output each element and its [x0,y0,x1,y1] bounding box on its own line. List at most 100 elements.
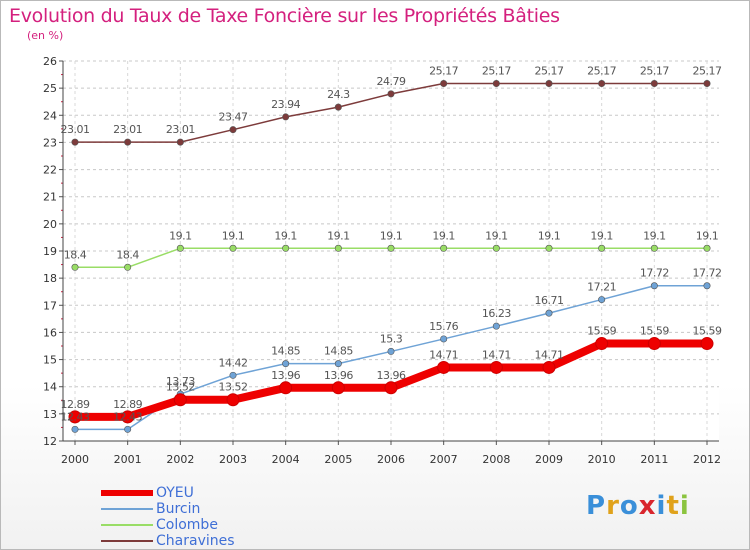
data-point-burcin [650,282,658,290]
data-label-burcin: 13.73 [166,375,195,388]
data-point-charavines [71,138,79,146]
data-label-charavines: 25.17 [693,65,722,78]
data-label-charavines: 23.01 [61,123,90,136]
data-label-burcin: 12.43 [113,410,142,423]
data-point-charavines [387,90,395,98]
chart-subtitle: (en %) [27,29,64,42]
y-tick-label: 19 [43,245,57,258]
data-label-burcin: 14.85 [271,345,300,358]
data-label-burcin: 17.21 [587,281,616,294]
data-point-colombe [387,244,395,252]
chart-title: Evolution du Taux de Taxe Foncière sur l… [9,5,560,27]
x-tick-label: 2002 [166,453,194,466]
data-label-colombe: 19.1 [274,229,297,242]
data-label-charavines: 24.3 [327,88,350,101]
data-point-colombe [598,244,606,252]
data-label-oyeu: 15.59 [640,325,669,338]
data-label-burcin: 15.3 [380,332,403,345]
data-label-burcin: 17.72 [640,267,669,280]
y-tick-label: 12 [43,435,57,448]
x-tick-label: 2008 [482,453,510,466]
data-label-oyeu: 12.89 [61,398,90,411]
data-point-colombe [440,244,448,252]
data-label-colombe: 19.1 [696,229,719,242]
data-label-charavines: 24.79 [377,75,406,88]
data-point-charavines [650,80,658,88]
data-point-colombe [282,244,290,252]
data-label-oyeu: 13.96 [377,369,406,382]
x-tick-label: 2012 [693,453,721,466]
logo-letter: i [656,491,667,521]
data-point-colombe [545,244,553,252]
data-label-charavines: 23.01 [166,123,195,136]
logo-letter: t [666,491,680,521]
y-tick-label: 24 [43,109,57,122]
data-point-oyeu [279,381,293,395]
data-label-colombe: 19.1 [432,229,455,242]
data-point-oyeu [226,393,240,407]
data-point-charavines [176,138,184,146]
data-point-burcin [598,296,606,304]
data-point-burcin [71,425,79,433]
data-point-charavines [440,80,448,88]
data-point-charavines [229,126,237,134]
legend-swatch-colombe [101,524,153,526]
x-tick-label: 2006 [377,453,405,466]
data-point-oyeu [68,410,82,424]
data-label-oyeu: 13.96 [324,369,353,382]
data-label-charavines: 25.17 [640,65,669,78]
data-label-charavines: 25.17 [587,65,616,78]
data-point-charavines [124,138,132,146]
data-point-burcin [440,335,448,343]
data-label-colombe: 19.1 [485,229,508,242]
data-label-colombe: 19.1 [643,229,666,242]
data-label-colombe: 19.1 [327,229,350,242]
data-point-oyeu [331,381,345,395]
data-label-charavines: 23.01 [113,123,142,136]
data-point-burcin [492,322,500,330]
data-point-oyeu [542,360,556,374]
data-point-burcin [545,309,553,317]
data-point-colombe [229,244,237,252]
data-label-oyeu: 14.71 [482,348,511,361]
data-label-oyeu: 13.52 [166,381,195,394]
legend-label-burcin: Burcin [156,501,201,517]
data-point-colombe [334,244,342,252]
legend-swatch-charavines [101,540,153,542]
x-tick-label: 2009 [535,453,563,466]
data-point-colombe [124,263,132,271]
logo-letter: i [679,491,690,521]
data-point-charavines [492,80,500,88]
legend-label-colombe: Colombe [156,517,218,533]
data-point-burcin [334,360,342,368]
data-point-burcin [282,360,290,368]
data-label-charavines: 25.17 [429,65,458,78]
data-label-colombe: 18.4 [64,248,87,261]
data-point-colombe [176,244,184,252]
logo-letter: o [619,491,639,521]
data-point-colombe [492,244,500,252]
data-label-charavines: 25.17 [482,65,511,78]
data-label-burcin: 12.43 [61,410,90,423]
y-tick-label: 20 [43,218,57,231]
y-tick-label: 16 [43,326,57,339]
data-point-oyeu [173,393,187,407]
data-label-burcin: 16.23 [482,307,511,320]
y-tick-label: 25 [43,82,57,95]
y-tick-label: 14 [43,381,57,394]
data-label-oyeu: 13.96 [271,369,300,382]
x-tick-label: 2010 [588,453,616,466]
data-point-oyeu [121,410,135,424]
proxiti-logo: Proxiti [586,491,690,521]
data-point-oyeu [489,360,503,374]
data-label-charavines: 23.94 [271,98,300,111]
data-point-burcin [387,347,395,355]
data-point-oyeu [647,337,661,351]
data-label-burcin: 16.71 [535,294,564,307]
data-label-oyeu: 15.59 [587,325,616,338]
data-label-burcin: 17.72 [693,267,722,280]
data-point-burcin [124,425,132,433]
data-point-charavines [334,103,342,111]
data-point-burcin [703,282,711,290]
